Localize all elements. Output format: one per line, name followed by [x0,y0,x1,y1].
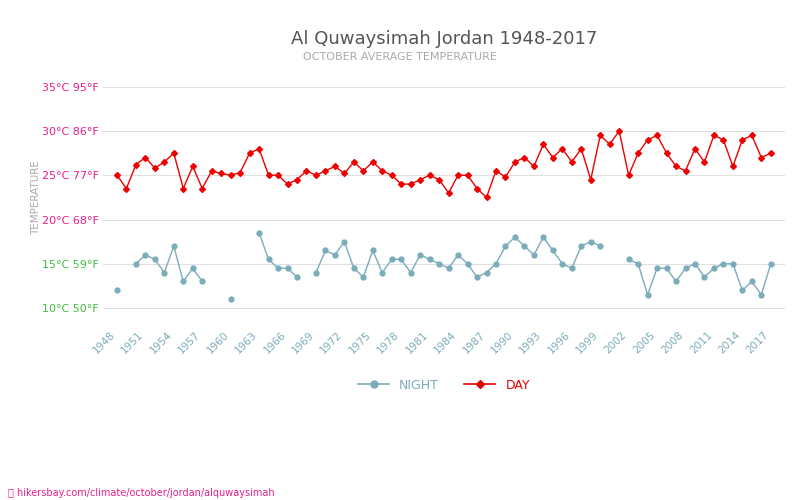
Text: 📍 hikersbay.com/climate/october/jordan/alquwaysimah: 📍 hikersbay.com/climate/october/jordan/a… [8,488,274,498]
Y-axis label: TEMPERATURE: TEMPERATURE [31,160,41,235]
Text: OCTOBER AVERAGE TEMPERATURE: OCTOBER AVERAGE TEMPERATURE [303,52,497,62]
Legend: NIGHT, DAY: NIGHT, DAY [353,374,534,396]
Title: Al Quwaysimah Jordan 1948-2017: Al Quwaysimah Jordan 1948-2017 [290,30,597,48]
